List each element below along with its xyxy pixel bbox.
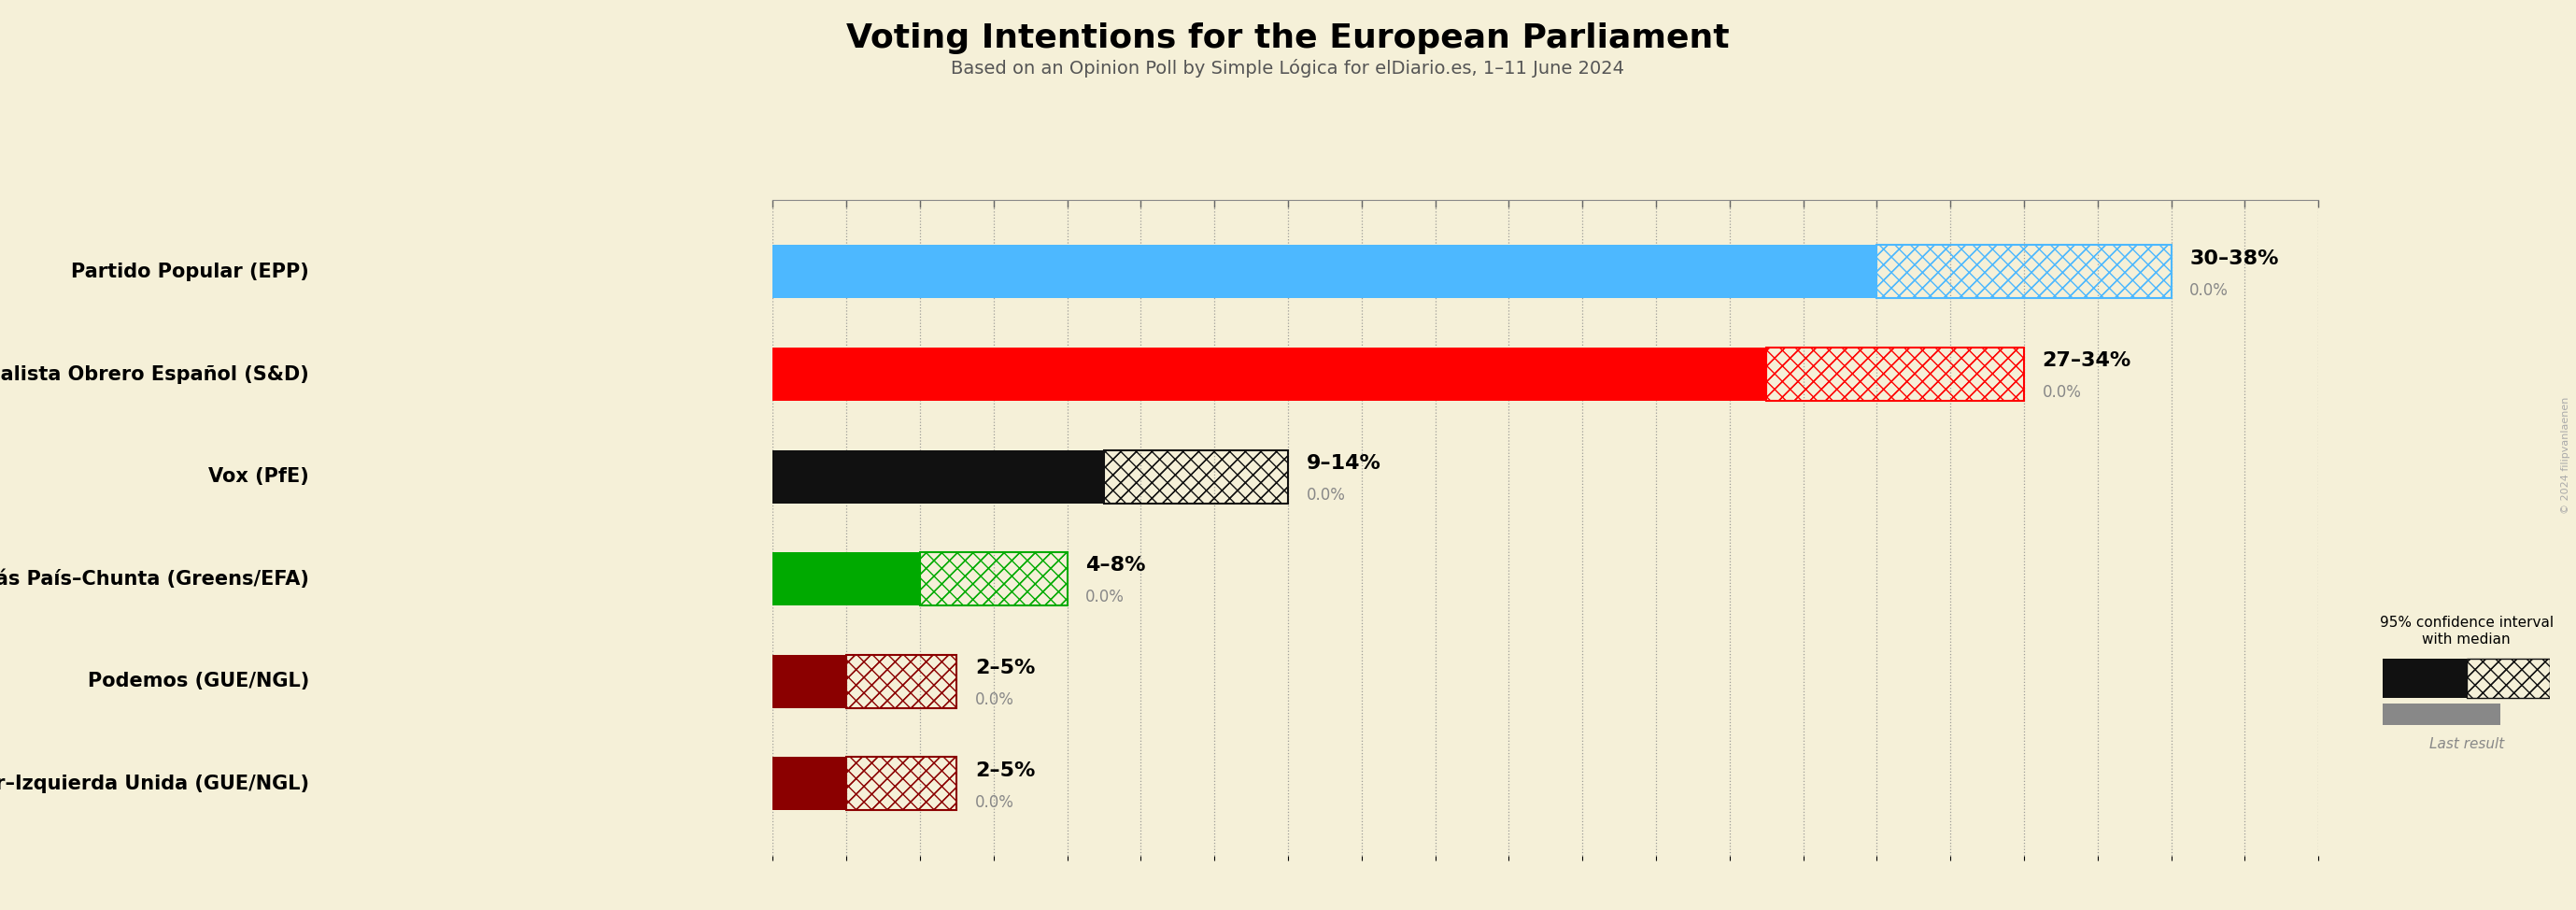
Bar — [848, 655, 956, 708]
Bar — [773, 348, 1767, 400]
Text: 0.0%: 0.0% — [976, 692, 1015, 708]
Text: 2–5%: 2–5% — [976, 761, 1036, 780]
Text: Partido Socialista Obrero Español (S&D): Partido Socialista Obrero Español (S&D) — [0, 365, 309, 384]
Text: © 2024 filipvanlaenen: © 2024 filipvanlaenen — [2561, 397, 2571, 513]
Text: Partido Popular (EPP): Partido Popular (EPP) — [72, 262, 309, 281]
Bar — [2383, 703, 2499, 725]
Bar — [1105, 450, 1288, 503]
Text: Podemos (GUE/NGL): Podemos (GUE/NGL) — [88, 672, 309, 691]
Text: 9–14%: 9–14% — [1306, 454, 1381, 472]
Bar — [2468, 659, 2550, 698]
Text: 27–34%: 27–34% — [2043, 351, 2130, 370]
Text: Movimiento Sumar–Catalunya en Comú–Més–Compromis–Más País–Chunta (Greens/EFA): Movimiento Sumar–Catalunya en Comú–Més–C… — [0, 569, 309, 589]
Text: Vox (PfE): Vox (PfE) — [209, 467, 309, 486]
Text: 2–5%: 2–5% — [976, 659, 1036, 677]
Text: 0.0%: 0.0% — [1084, 589, 1126, 606]
Bar — [848, 757, 956, 810]
Bar — [2468, 659, 2550, 698]
Text: Movimiento Sumar–Izquierda Unida (GUE/NGL): Movimiento Sumar–Izquierda Unida (GUE/NG… — [0, 774, 309, 794]
Text: Based on an Opinion Poll by Simple Lógica for elDiario.es, 1–11 June 2024: Based on an Opinion Poll by Simple Lógic… — [951, 59, 1625, 78]
Text: Voting Intentions for the European Parliament: Voting Intentions for the European Parli… — [848, 23, 1728, 55]
Bar — [848, 655, 956, 708]
Bar — [848, 757, 956, 810]
Bar — [773, 246, 1878, 298]
Bar — [1767, 348, 2025, 400]
Bar — [920, 552, 1066, 606]
Bar — [773, 552, 920, 606]
Text: Last result: Last result — [2429, 737, 2504, 751]
Text: 0.0%: 0.0% — [2043, 384, 2081, 401]
Bar — [773, 757, 848, 810]
Text: 95% confidence interval
with median: 95% confidence interval with median — [2380, 616, 2553, 646]
Bar — [773, 655, 848, 708]
Bar — [920, 552, 1066, 606]
Bar — [773, 450, 1105, 503]
Text: 4–8%: 4–8% — [1084, 556, 1146, 575]
Text: 30–38%: 30–38% — [2190, 249, 2280, 268]
Bar — [1878, 246, 2172, 298]
Text: 0.0%: 0.0% — [2190, 282, 2228, 298]
Text: 0.0%: 0.0% — [1306, 487, 1345, 503]
Bar — [1878, 246, 2172, 298]
Bar — [1105, 450, 1288, 503]
Bar — [2383, 659, 2468, 698]
Text: 0.0%: 0.0% — [976, 794, 1015, 811]
Bar — [1767, 348, 2025, 400]
